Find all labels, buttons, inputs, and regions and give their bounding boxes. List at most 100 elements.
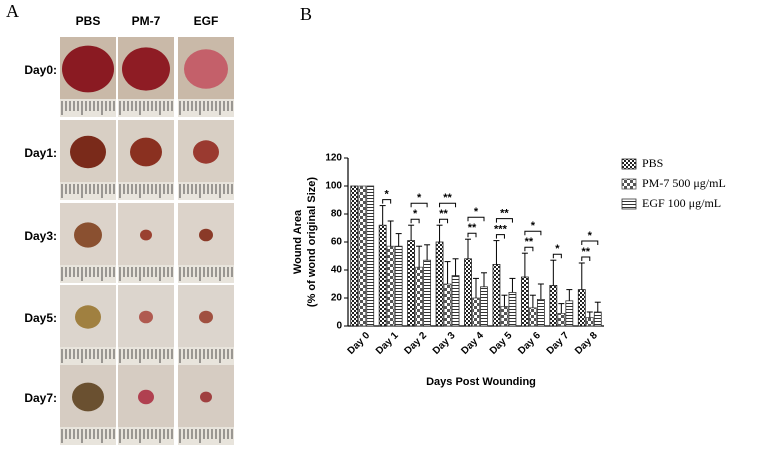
x-tick-label: Day 2: [402, 330, 429, 357]
wound: [140, 229, 152, 241]
y-tick-label: 0: [336, 321, 342, 332]
significance-bracket: [439, 202, 457, 208]
bar: [528, 307, 537, 327]
ruler: [178, 99, 234, 117]
ruler: [178, 265, 234, 283]
wound: [130, 137, 162, 167]
wound: [74, 222, 102, 248]
wound: [70, 135, 106, 169]
significance-label: *: [588, 230, 593, 242]
bar: [358, 185, 367, 327]
significance-label: **: [443, 192, 452, 204]
wound: [62, 45, 114, 93]
x-tick-label: Day 1: [374, 330, 401, 357]
wound: [184, 49, 228, 89]
ruler: [178, 427, 234, 445]
legend-swatch: [621, 158, 637, 170]
ruler: [118, 265, 174, 283]
y-tick-label: 80: [331, 209, 343, 220]
significance-label: **: [525, 236, 534, 248]
ruler: [118, 182, 174, 200]
x-tick-label: Day 0: [346, 330, 373, 357]
legend-swatch: [621, 178, 637, 190]
significance-label: *: [413, 208, 418, 220]
significance-bracket: [581, 256, 591, 261]
y-tick-label: 100: [325, 181, 342, 192]
bar: [472, 297, 480, 327]
significance-bracket: [524, 230, 542, 236]
ruler: [60, 182, 116, 200]
bar: [394, 245, 403, 327]
ruler: [178, 347, 234, 365]
y-tick-label: 20: [331, 293, 343, 304]
wound: [139, 310, 153, 324]
y-axis-label: Wound Area: [292, 209, 304, 274]
wound: [75, 305, 101, 329]
bar: [480, 286, 488, 327]
bar: [366, 185, 375, 327]
bar: [378, 224, 387, 327]
bar: [415, 266, 424, 327]
significance-label: **: [439, 208, 448, 220]
x-tick-label: Day 4: [459, 330, 486, 357]
significance-label: **: [468, 222, 477, 234]
x-tick-label: Day 3: [431, 330, 458, 357]
significance-label: *: [531, 220, 536, 232]
y-tick-label: 60: [331, 237, 343, 248]
column-header: EGF: [194, 14, 219, 28]
wound: [122, 47, 170, 91]
bar: [549, 284, 558, 327]
bar: [464, 258, 472, 327]
bar: [500, 305, 509, 327]
significance-bracket: [410, 202, 428, 208]
panel-label: A: [6, 1, 19, 21]
bar: [577, 289, 586, 327]
wound: [138, 389, 154, 405]
significance-label: **: [500, 208, 509, 220]
significance-label: *: [385, 189, 390, 201]
ruler: [178, 182, 234, 200]
column-header: PM-7: [132, 14, 161, 28]
ruler: [118, 427, 174, 445]
significance-label: *: [474, 206, 479, 218]
row-label: Day1:: [24, 146, 57, 160]
bar: [451, 275, 460, 327]
bar: [508, 291, 517, 327]
x-axis-label: Days Post Wounding: [426, 376, 536, 388]
significance-bracket: [552, 253, 562, 259]
bar: [435, 241, 444, 327]
ruler: [118, 347, 174, 365]
x-tick-label: Day 7: [545, 330, 572, 357]
legend-label: PBS: [642, 156, 663, 170]
wound: [200, 391, 212, 403]
bar: [407, 240, 416, 327]
significance-bracket: [467, 216, 485, 222]
bar: [443, 283, 452, 327]
legend-label: PM-7 500 μg/mL: [642, 176, 726, 190]
bar: [565, 300, 574, 327]
significance-bracket: [495, 234, 505, 239]
wound: [199, 228, 213, 242]
significance-label: ***: [494, 224, 508, 236]
ruler: [60, 427, 116, 445]
x-tick-label: Day 6: [516, 330, 543, 357]
significance-bracket: [410, 218, 420, 224]
significance-bracket: [524, 246, 534, 252]
bar: [585, 317, 594, 327]
x-tick-label: Day 5: [488, 330, 515, 357]
row-label: Day7:: [24, 391, 57, 405]
significance-bracket: [581, 240, 599, 245]
bar: [386, 245, 395, 327]
bar: [557, 312, 566, 327]
ruler: [118, 99, 174, 117]
significance-label: *: [555, 243, 560, 255]
significance-label: *: [417, 192, 422, 204]
y-tick-label: 120: [325, 153, 342, 164]
legend-label: EGF 100 μg/mL: [642, 196, 721, 210]
bar: [536, 298, 545, 327]
y-tick-label: 40: [331, 265, 343, 276]
significance-bracket: [495, 218, 513, 223]
x-tick-label: Day 8: [573, 330, 600, 357]
bar: [423, 259, 432, 327]
